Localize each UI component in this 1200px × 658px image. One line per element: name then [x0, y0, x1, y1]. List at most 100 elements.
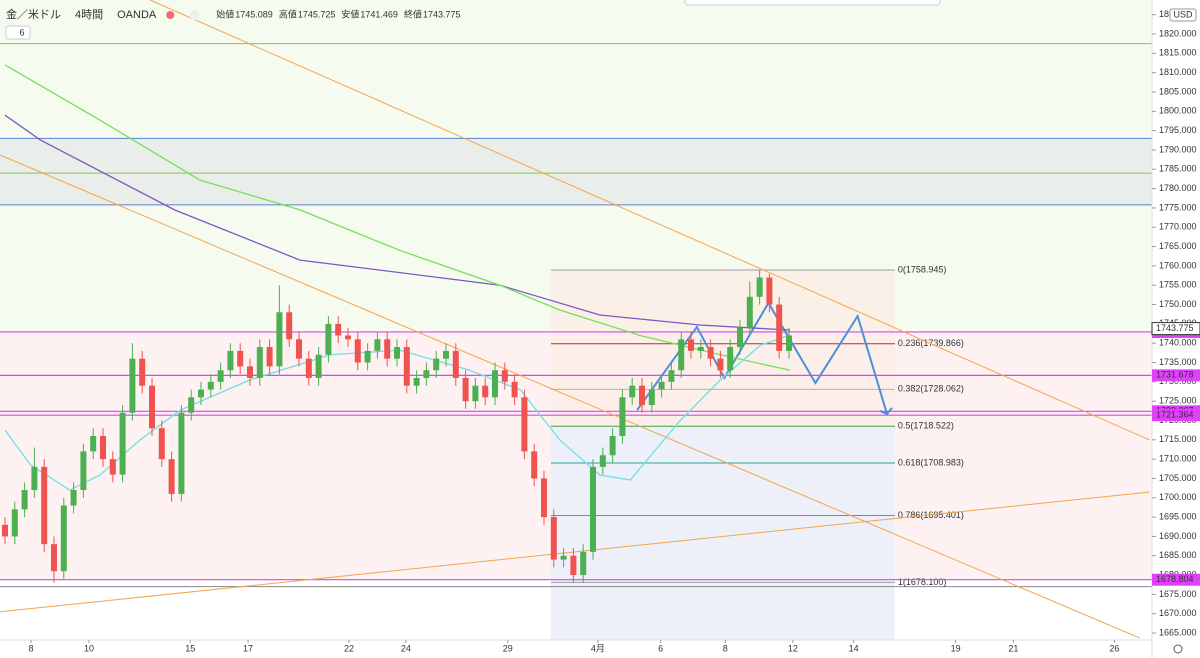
candle-body — [11, 509, 18, 537]
candle-body — [531, 451, 538, 479]
candle-body — [90, 435, 97, 452]
trend-line — [149, 0, 1150, 441]
x-tick-label: 15 — [185, 643, 195, 653]
x-axis-bg — [0, 640, 1152, 658]
candle-body — [119, 412, 126, 475]
candle-body — [168, 459, 175, 494]
candle-body — [305, 358, 312, 378]
toolbar — [684, 0, 941, 6]
candle-body — [766, 277, 773, 305]
candle-body — [678, 339, 685, 371]
level-tag-label: 1721.364 — [1156, 410, 1194, 420]
y-tick-label: 1780.000 — [1159, 183, 1197, 193]
x-tick-label: 14 — [849, 643, 859, 653]
fib-label: 0.382(1728.062) — [898, 384, 964, 394]
ohlc-label: 高値 — [279, 8, 297, 19]
candle-body — [560, 555, 567, 560]
indicator-box — [5, 25, 31, 40]
arrow-head — [879, 407, 893, 416]
y-tick-label: 1815.000 — [1159, 48, 1197, 58]
candle-body — [207, 381, 214, 390]
level-tag-label: 1731.678 — [1156, 370, 1194, 380]
candle-body — [276, 312, 283, 367]
candle-body — [109, 459, 116, 475]
y-tick-label: 1740.000 — [1159, 338, 1197, 348]
ohlc-label: 始値 — [216, 8, 234, 19]
x-tick-label: 4月 — [591, 643, 605, 653]
candle-body — [648, 389, 655, 406]
settings-icon — [1173, 644, 1183, 654]
candle-body — [423, 370, 430, 378]
candle-body — [247, 366, 254, 378]
ohlc-value: 1743.775 — [423, 9, 461, 19]
candle-body — [658, 381, 665, 390]
last-price-label: 1743.775 — [1156, 323, 1194, 333]
y-tick-label: 1805.000 — [1159, 86, 1197, 96]
candle-body — [41, 466, 48, 545]
candle-body — [227, 350, 234, 371]
header-interval: 4時間 — [75, 8, 103, 21]
y-tick-label: 1820.000 — [1159, 28, 1197, 38]
candle-body — [697, 347, 704, 351]
fib-label: 0.236(1739.866) — [898, 338, 964, 348]
y-tick-label: 1695.000 — [1159, 511, 1197, 521]
currency: USD — [1173, 9, 1193, 19]
fib-label: 0.5(1718.522) — [898, 421, 954, 431]
candle-body — [129, 358, 136, 413]
level-tag-label: 1678.804 — [1156, 574, 1194, 584]
y-tick-label: 1790.000 — [1159, 144, 1197, 154]
x-tick-label: 10 — [84, 643, 94, 653]
candle-body — [482, 385, 489, 398]
candle-body — [217, 370, 224, 382]
status-dot — [166, 11, 175, 19]
candle-body — [31, 466, 38, 491]
candle-body — [609, 435, 616, 456]
candle-body — [472, 385, 479, 402]
x-tick-label: 19 — [951, 643, 961, 653]
candle-body — [619, 397, 626, 436]
y-tick-label: 1685.000 — [1159, 550, 1197, 560]
y-tick-label: 1770.000 — [1159, 222, 1197, 232]
y-tick-label: 1775.000 — [1159, 202, 1197, 212]
zone — [0, 138, 1152, 205]
candle-body — [1, 524, 8, 537]
candle-body — [462, 377, 469, 402]
y-tick-label: 1755.000 — [1159, 280, 1197, 290]
fib-label: 0.618(1708.983) — [898, 457, 964, 467]
ohlc-value: 1745.089 — [235, 9, 273, 19]
candle-body — [325, 323, 332, 355]
y-tick-label: 1710.000 — [1159, 454, 1197, 464]
candle-body — [237, 350, 244, 367]
trend-line — [0, 491, 1150, 613]
candle-body — [384, 339, 391, 359]
candle-body — [364, 350, 371, 363]
candle-body — [50, 544, 57, 572]
candle-body — [776, 304, 783, 351]
last-price-tag — [1151, 322, 1200, 336]
y-tick-label: 1765.000 — [1159, 241, 1197, 251]
candle-body — [452, 350, 459, 378]
candle-body — [756, 277, 763, 297]
trend-line — [0, 154, 1141, 639]
y-tick-label: 1690.000 — [1159, 531, 1197, 541]
level-tag — [1152, 409, 1200, 422]
moving-average — [4, 114, 791, 331]
candle-body — [335, 323, 342, 336]
level-tag — [1152, 573, 1200, 586]
y-tick-label: 1700.000 — [1159, 492, 1197, 502]
candle-body — [139, 358, 146, 386]
x-tick-label: 29 — [503, 643, 513, 653]
candle-body — [443, 350, 450, 359]
candle-body — [786, 335, 793, 351]
y-tick-label: 1675.000 — [1159, 589, 1197, 599]
candle-body — [668, 370, 675, 382]
menu-dot — [189, 10, 200, 20]
candle-body — [580, 551, 587, 576]
y-tick-label: 1810.000 — [1159, 67, 1197, 77]
candle-body — [256, 347, 263, 378]
candle-body — [727, 347, 734, 371]
x-tick-label: 21 — [1008, 643, 1018, 653]
fib-label: 1(1678.100) — [898, 577, 947, 587]
header-symbol: 金／米ドル — [6, 7, 61, 21]
candle-body — [345, 335, 352, 340]
